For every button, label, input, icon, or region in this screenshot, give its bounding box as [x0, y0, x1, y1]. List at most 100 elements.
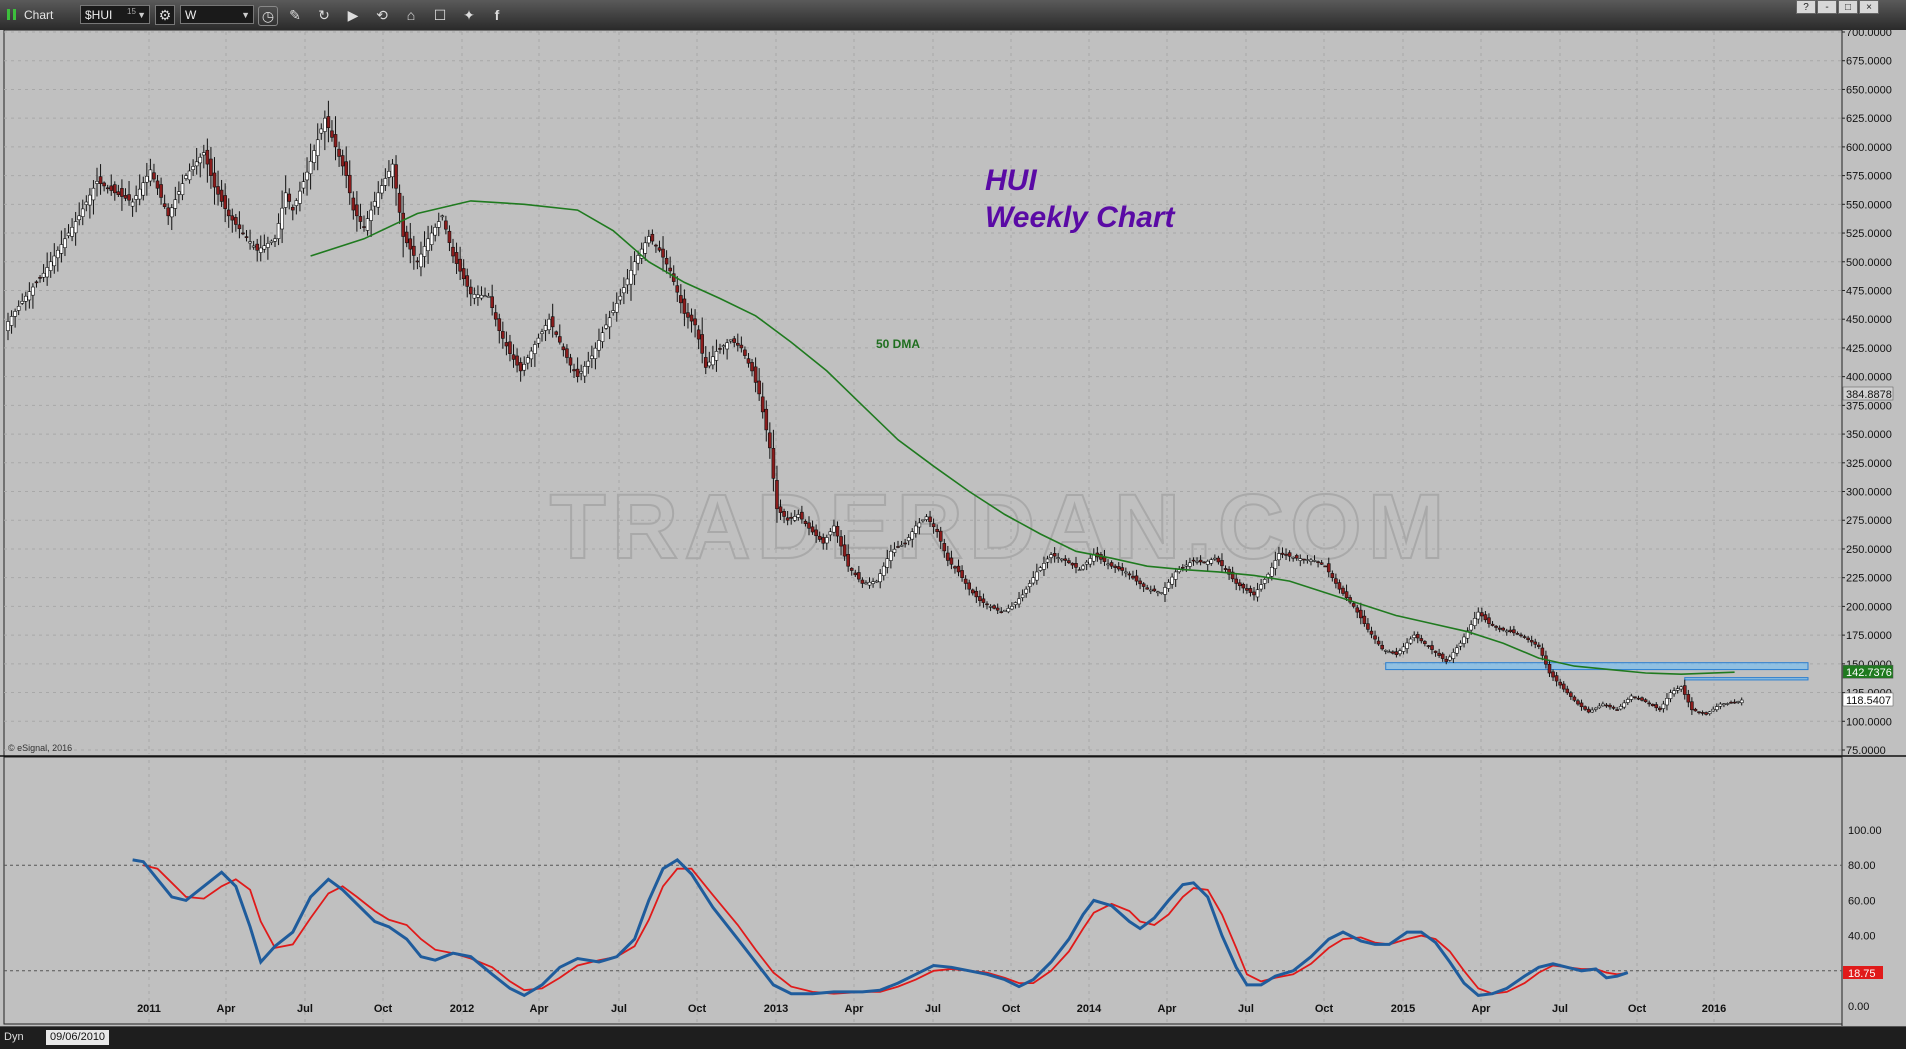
candle-body — [52, 255, 57, 267]
candle — [1490, 621, 1495, 627]
candle-body — [1480, 612, 1484, 617]
candle-body — [664, 257, 669, 265]
candle-body — [757, 380, 761, 395]
candle-body — [401, 212, 405, 237]
help-button[interactable]: ? — [1796, 0, 1816, 14]
candle — [963, 575, 968, 590]
time-tick-label: Jul — [1552, 1003, 1568, 1015]
candle — [889, 544, 893, 569]
candle — [636, 250, 640, 271]
candle — [714, 339, 719, 372]
candle-body — [1223, 568, 1228, 570]
comment-icon[interactable]: ☐ — [433, 7, 447, 23]
footer-start-date[interactable]: 09/06/2010 — [46, 1030, 110, 1045]
candle — [504, 331, 509, 356]
candle — [1501, 626, 1505, 632]
candle — [305, 157, 309, 196]
footer-mode[interactable]: Dyn — [4, 1031, 24, 1043]
candle-body — [1433, 650, 1438, 653]
candle-body — [511, 354, 516, 360]
refresh-icon[interactable]: ↻ — [318, 7, 330, 23]
maximize-button[interactable]: □ — [1838, 0, 1858, 14]
candle — [1515, 631, 1520, 635]
candle — [835, 521, 840, 543]
candle-body — [1248, 588, 1253, 593]
candle-body — [657, 247, 662, 251]
candle — [864, 580, 868, 585]
candle — [194, 147, 199, 175]
candle — [198, 153, 203, 178]
cycle-icon[interactable]: ⟲ — [376, 7, 388, 23]
candle — [298, 181, 302, 212]
symbol-input[interactable]: $HUI 15 ▼ — [80, 5, 150, 24]
candle-body — [1497, 627, 1502, 630]
candle-body — [746, 358, 751, 364]
window-title: Chart — [24, 8, 54, 22]
candle-body — [636, 255, 640, 264]
candle — [775, 465, 779, 523]
candle — [1188, 557, 1192, 570]
candle — [16, 300, 21, 316]
candle — [696, 325, 701, 350]
settings-gear-icon[interactable]: ⚙ — [155, 5, 175, 25]
clock-icon[interactable]: ◷ — [258, 6, 278, 26]
candle-body — [1640, 697, 1644, 701]
chevron-down-icon[interactable]: ▼ — [241, 10, 250, 20]
twitter-icon[interactable]: ✦ — [463, 7, 475, 23]
price-tick-label: 375.0000 — [1846, 400, 1892, 412]
candle-body — [846, 554, 850, 567]
close-button[interactable]: × — [1859, 0, 1879, 14]
minimize-button[interactable]: - — [1817, 0, 1837, 14]
candle-body — [1629, 695, 1634, 700]
facebook-icon[interactable]: f — [494, 7, 500, 23]
pencil-icon[interactable]: ✎ — [289, 7, 301, 23]
candle-body — [298, 190, 302, 204]
candle — [1519, 632, 1523, 638]
candle-body — [1188, 562, 1192, 567]
candle — [867, 577, 872, 589]
candle-body — [586, 360, 591, 367]
candle — [515, 348, 519, 373]
candle-body — [1519, 634, 1523, 637]
candle-body — [1017, 598, 1021, 605]
interval-select[interactable]: W ▼ — [180, 5, 254, 24]
candle-body — [953, 566, 957, 569]
candle — [1504, 628, 1509, 636]
play-icon[interactable]: ▶ — [347, 7, 359, 23]
candle — [906, 534, 911, 546]
candle-body — [379, 185, 384, 194]
candle — [661, 236, 665, 272]
price-tick-label: 500.0000 — [1846, 257, 1892, 269]
candle — [1686, 689, 1691, 708]
candle-body — [1170, 576, 1174, 585]
candle-body — [468, 286, 473, 295]
time-tick-label: 2012 — [450, 1003, 474, 1015]
candle-body — [1576, 700, 1580, 705]
candle-body — [1437, 652, 1441, 656]
candle-body — [1049, 554, 1053, 558]
candle-body — [376, 192, 381, 208]
candle — [48, 251, 53, 278]
chart-area[interactable]: TRADERDAN.COM HUI Weekly Chart 50 DMA © … — [0, 30, 1906, 1026]
candle — [497, 313, 502, 344]
candle-body — [451, 246, 455, 257]
chevron-down-icon[interactable]: ▼ — [137, 10, 146, 20]
candle — [1166, 579, 1171, 592]
candle-body — [857, 572, 861, 580]
candle-body — [436, 221, 441, 228]
candle-body — [1647, 702, 1651, 705]
candle-body — [1458, 642, 1463, 647]
candles-layer — [6, 100, 1744, 716]
candle — [1383, 649, 1388, 655]
tag-icon[interactable]: ⌂ — [406, 7, 416, 23]
candle — [113, 181, 117, 201]
candle — [853, 569, 858, 578]
candle — [127, 180, 131, 206]
candle-body — [1451, 652, 1456, 659]
candle — [796, 509, 801, 521]
candle — [1412, 631, 1416, 642]
candle — [575, 357, 580, 383]
time-axis: 2011 Apr Jul Oct 2012 Apr Jul Oct 2013 Apr Jul Oct 2… — [137, 1003, 1726, 1015]
candle-body — [1006, 608, 1011, 613]
candle-body — [995, 607, 1000, 611]
